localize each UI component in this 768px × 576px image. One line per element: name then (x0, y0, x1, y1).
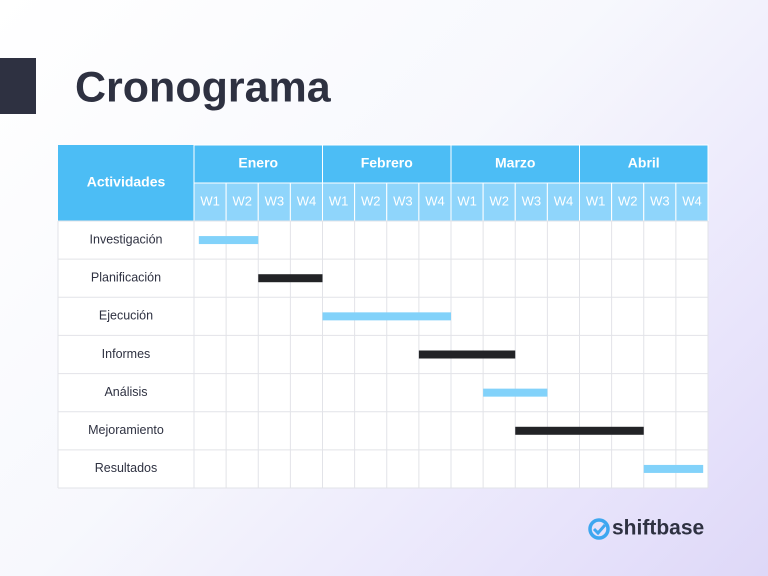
week-cell (354, 182, 388, 222)
activity-label: Investigación (90, 232, 163, 246)
month-label: Enero (238, 155, 278, 171)
week-label: W3 (393, 193, 413, 208)
gantt-bar (643, 464, 704, 473)
week-label: W4 (297, 193, 317, 208)
week-label: W4 (554, 193, 574, 208)
header-label: Actividades (87, 174, 166, 190)
activity-label: Mejoramiento (88, 423, 164, 437)
activity-label: Planificación (91, 271, 161, 285)
week-label: W2 (232, 193, 252, 208)
week-label: W1 (457, 193, 477, 208)
gantt-bar (198, 236, 259, 245)
week-label: W1 (586, 193, 606, 208)
week-label: W1 (329, 193, 349, 208)
month-label: Marzo (495, 155, 535, 171)
week-label: W1 (200, 193, 220, 208)
gantt-bar (515, 426, 644, 435)
week-cell (546, 182, 580, 222)
week-cell (514, 182, 548, 222)
week-cell (418, 182, 452, 222)
activity-label: Ejecución (99, 309, 153, 323)
week-cell (225, 182, 259, 222)
week-cell (643, 182, 677, 222)
gantt-bar (483, 388, 548, 397)
gantt-bar (322, 312, 451, 321)
week-label: W2 (361, 193, 381, 208)
week-label: W2 (618, 193, 638, 208)
month-cell (193, 144, 323, 184)
logo-text: shiftbase (612, 517, 704, 540)
logo-icon (588, 518, 610, 540)
week-label: W3 (650, 193, 670, 208)
schedule-table: Actividades Enero W1 W2 W3 W4 Febrero W1 W2 W3 W4 M… (57, 144, 709, 489)
page-title: Cronograma (75, 63, 332, 111)
activity-label: Análisis (104, 385, 147, 399)
month-cell (579, 144, 709, 184)
logo-check (592, 524, 607, 536)
month-label: Abril (628, 155, 660, 171)
week-label: W4 (682, 193, 702, 208)
week-label: W3 (522, 193, 542, 208)
header-cell (58, 145, 194, 221)
week-label: W3 (265, 193, 285, 208)
week-cell (482, 182, 516, 222)
gantt-bar (258, 274, 323, 283)
logo: shiftbase (588, 517, 704, 540)
month-label: Febrero (361, 155, 413, 171)
accent-block (0, 58, 36, 114)
week-cell (675, 182, 709, 222)
week-cell (579, 182, 613, 222)
activity-label: Informes (102, 347, 151, 361)
week-label: W4 (425, 193, 445, 208)
activity-label: Resultados (95, 461, 158, 475)
gantt-bar (418, 350, 516, 359)
week-cell (193, 182, 227, 222)
week-cell (450, 182, 484, 222)
week-cell (611, 182, 645, 222)
week-label: W2 (489, 193, 509, 208)
week-cell (386, 182, 420, 222)
body-bg (58, 221, 708, 488)
